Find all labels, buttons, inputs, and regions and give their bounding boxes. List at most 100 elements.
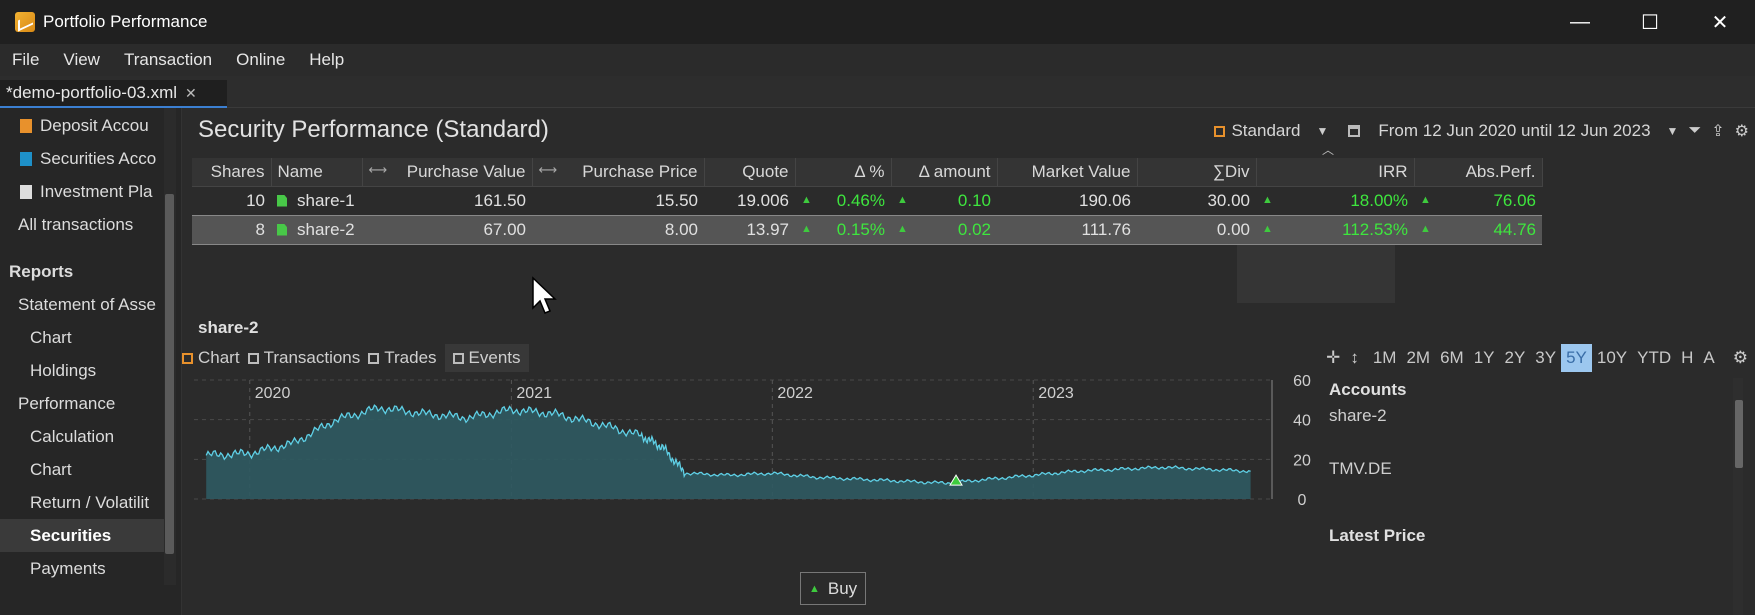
tab-chart[interactable]: Chart	[182, 344, 248, 372]
sidebar-heading-reports: Reports	[0, 255, 165, 288]
range-ytd[interactable]: YTD	[1637, 348, 1672, 367]
buy-marker-legend[interactable]: ▲ Buy	[800, 572, 867, 605]
cell-shares: 8	[192, 214, 271, 245]
cell-dividends: 0.00	[1137, 214, 1256, 245]
sidebar-item-return-volatility[interactable]: Return / Volatilit	[0, 486, 165, 519]
scale-toggle-icon[interactable]: ↕	[1350, 348, 1359, 367]
menu-online[interactable]: Online	[236, 50, 286, 69]
sidebar-item-chart[interactable]: Chart	[0, 321, 165, 354]
column-header-market-value[interactable]: Market Value	[997, 158, 1138, 187]
menu-help[interactable]: Help	[309, 50, 345, 69]
column-header-delta-amount[interactable]: Δ amount	[891, 158, 998, 187]
cell-purchase-price: 15.50	[655, 190, 698, 210]
crosshair-icon[interactable]: ✛	[1326, 348, 1341, 367]
maximize-button[interactable]: ☐	[1641, 11, 1659, 34]
column-header-irr[interactable]: IRR	[1256, 158, 1415, 187]
account-color-icon	[20, 151, 32, 166]
sidebar-item-holdings[interactable]: Holdings	[0, 354, 165, 387]
cell-quote: 19.006	[737, 190, 789, 210]
cell-market-value: 111.76	[997, 214, 1137, 245]
sidebar-item-investment-plan[interactable]: Investment Pla	[0, 175, 165, 208]
settings-gear-icon[interactable]: ⚙	[1734, 123, 1749, 140]
y-tick-label: 20	[1293, 452, 1311, 469]
cell-abs-perf: ▲ 76.06	[1414, 186, 1542, 215]
tab-events[interactable]: Events	[444, 344, 529, 372]
chart-settings-gear-icon[interactable]: ⚙	[1732, 348, 1748, 367]
sidebar-item-performance[interactable]: Performance	[0, 387, 165, 420]
menu-view[interactable]: View	[63, 50, 100, 69]
range-1y[interactable]: 1Y	[1473, 348, 1495, 367]
tab-demo-portfolio[interactable]: *demo-portfolio-03.xml ✕	[0, 80, 227, 108]
column-header-shares[interactable]: Shares	[192, 158, 272, 187]
tab-label: *demo-portfolio-03.xml	[6, 83, 178, 102]
legend-scrollbar-thumb[interactable]	[1735, 400, 1743, 468]
legend-item-share-2[interactable]: share-2	[1329, 406, 1387, 425]
chevron-down-icon[interactable]: ▼	[1316, 124, 1329, 138]
export-icon[interactable]: ⇪	[1711, 123, 1725, 140]
app-logo-icon	[15, 12, 35, 32]
column-header-name[interactable]: Name	[271, 158, 363, 187]
triangle-up-icon: ▲	[1262, 222, 1273, 235]
range-1m[interactable]: 1M	[1372, 348, 1397, 367]
mouse-pointer-icon	[532, 276, 557, 314]
y-tick-label: 60	[1293, 374, 1311, 390]
preset-dropdown[interactable]: Standard	[1231, 121, 1301, 140]
detail-pane-title: share-2	[198, 318, 259, 337]
legend-scrollbar[interactable]	[1733, 378, 1743, 615]
minimize-button[interactable]: —	[1570, 10, 1590, 33]
range-h[interactable]: H	[1681, 348, 1694, 367]
sidebar-item-performance-chart[interactable]: Chart	[0, 453, 165, 486]
filter-icon[interactable]: ⏷	[1688, 122, 1702, 139]
x-tick-label: 2021	[516, 385, 552, 402]
title-bar: Portfolio Performance — ☐ ✕	[0, 0, 1755, 44]
abs-perf-value: 44.76	[1493, 219, 1536, 239]
table-header: Shares Name ⟷ Purchase Value ⟷ Purchase Pr…	[192, 158, 1543, 187]
sidebar-item-deposit-account[interactable]: Deposit Accou	[0, 109, 165, 142]
cell-irr: ▲ 18.00%	[1256, 186, 1414, 215]
column-header-purchase-price[interactable]: ⟷ Purchase Price	[532, 158, 705, 187]
table-row[interactable]: 10 share-1 161.50 15.50 19.006 ▲ 0.46% ▲ 0…	[192, 186, 1542, 215]
cell-name: share-2	[271, 214, 362, 245]
column-header-purchase-value[interactable]: ⟷ Purchase Value	[362, 158, 533, 187]
sidebar-item-securities-account[interactable]: Securities Acco	[0, 142, 165, 175]
menu-file[interactable]: File	[12, 50, 40, 69]
sidebar-item-payments[interactable]: Payments	[0, 552, 165, 585]
price-chart[interactable]: 0 20 40 60 2020 2021 2022 2023	[182, 374, 1332, 515]
triangle-up-icon: ▲	[801, 193, 812, 206]
range-3y[interactable]: 3Y	[1535, 348, 1557, 367]
range-10y[interactable]: 10Y	[1596, 348, 1628, 367]
legend-item-tmv[interactable]: TMV.DE	[1329, 459, 1392, 478]
column-header-delta-pct[interactable]: Δ %	[795, 158, 892, 187]
sidebar-scrollbar-thumb[interactable]	[165, 194, 174, 554]
column-header-abs-perf[interactable]: Abs.Perf.	[1414, 158, 1543, 187]
column-header-dividends[interactable]: ∑Div	[1137, 158, 1257, 187]
tab-label: Transactions	[263, 348, 361, 367]
x-tick-label: 2020	[255, 385, 291, 402]
range-5y[interactable]: 5Y	[1561, 344, 1592, 372]
tab-transactions[interactable]: Transactions	[247, 344, 369, 372]
sidebar-item-label: Performance	[18, 393, 116, 413]
sidebar-item-label: Investment Pla	[40, 181, 153, 201]
tab-close-icon[interactable]: ✕	[185, 84, 197, 101]
close-button[interactable]: ✕	[1711, 11, 1729, 34]
range-a[interactable]: A	[1703, 348, 1715, 367]
triangle-up-icon: ▲	[809, 582, 820, 595]
range-2y[interactable]: 2Y	[1504, 348, 1526, 367]
range-2m[interactable]: 2M	[1406, 348, 1431, 367]
abs-perf-value: 76.06	[1493, 190, 1536, 210]
table-row-selected[interactable]: 8 share-2 67.00 8.00 13.97 ▲ 0.15% ▲ 0.02 …	[192, 214, 1542, 245]
period-chevron-down-icon[interactable]: ▼	[1666, 124, 1679, 138]
cell-delta-amount: ▲ 0.10	[891, 186, 997, 215]
y-tick-label: 0	[1298, 492, 1307, 509]
sidebar-item-label: Chart	[30, 459, 72, 479]
menu-transaction[interactable]: Transaction	[123, 50, 213, 69]
sidebar-item-all-transactions[interactable]: All transactions	[0, 208, 165, 241]
sidebar-item-calculation[interactable]: Calculation	[0, 420, 165, 453]
sidebar-item-securities[interactable]: Securities	[0, 519, 165, 552]
reporting-period[interactable]: From 12 Jun 2020 until 12 Jun 2023	[1378, 121, 1651, 140]
tab-trades[interactable]: Trades	[368, 344, 444, 372]
range-6m[interactable]: 6M	[1440, 348, 1464, 367]
plan-color-icon	[20, 184, 32, 199]
column-header-quote[interactable]: Quote	[704, 158, 796, 187]
sidebar-item-statement-of-assets[interactable]: Statement of Asse	[0, 288, 165, 321]
